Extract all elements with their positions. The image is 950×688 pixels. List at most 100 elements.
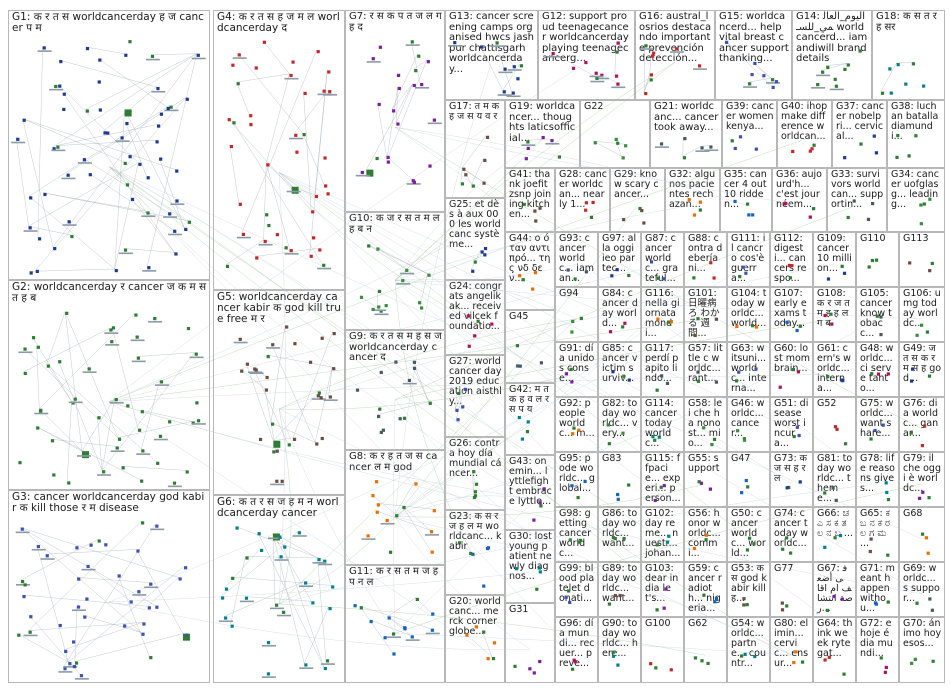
node	[584, 201, 588, 205]
cross-group-edge	[394, 318, 878, 517]
edge	[23, 347, 119, 438]
node	[762, 74, 766, 78]
cross-group-edge	[278, 172, 792, 430]
node	[355, 388, 360, 392]
node	[56, 145, 60, 149]
cross-group-edge	[394, 263, 706, 517]
node	[651, 434, 655, 439]
node	[784, 201, 788, 206]
cross-group-edge	[394, 263, 749, 517]
node	[578, 540, 582, 544]
node	[712, 276, 716, 280]
edge	[17, 633, 69, 663]
edge	[257, 532, 324, 668]
edge	[224, 548, 261, 588]
node	[702, 426, 706, 430]
node	[886, 553, 890, 557]
node	[659, 485, 663, 489]
node	[873, 428, 877, 433]
node	[137, 590, 141, 594]
node	[430, 550, 434, 554]
node	[278, 535, 282, 539]
node	[309, 254, 313, 258]
cross-group-edge	[278, 603, 706, 656]
node-tag	[97, 474, 112, 476]
node	[754, 367, 758, 371]
cross-group-edge	[108, 401, 476, 647]
node-tag	[130, 339, 145, 342]
node-tag	[355, 174, 370, 177]
node	[859, 142, 863, 146]
node	[376, 247, 380, 251]
node	[697, 480, 701, 484]
node	[595, 76, 599, 80]
node	[697, 64, 702, 68]
node	[415, 597, 419, 602]
node	[827, 655, 831, 659]
edge	[223, 581, 305, 617]
edge	[526, 138, 551, 141]
node	[245, 556, 249, 560]
node	[491, 656, 496, 661]
node	[431, 612, 435, 616]
node	[665, 540, 670, 544]
node	[683, 137, 687, 141]
cross-group-edge	[108, 139, 805, 403]
node	[538, 659, 542, 664]
node	[98, 108, 102, 112]
node	[238, 337, 242, 341]
node	[420, 82, 424, 87]
node	[909, 431, 913, 435]
edge	[20, 527, 142, 633]
node	[325, 659, 330, 663]
node	[780, 601, 784, 605]
node	[615, 268, 619, 272]
edge	[237, 53, 303, 134]
node-tag	[105, 344, 120, 346]
edge	[147, 577, 179, 607]
node	[266, 640, 271, 645]
node	[461, 405, 465, 409]
edge	[123, 248, 175, 253]
edge	[700, 145, 710, 147]
node	[495, 41, 499, 45]
node	[236, 82, 240, 86]
node-tag	[58, 671, 73, 673]
node-tag	[154, 384, 169, 386]
node	[378, 407, 382, 411]
node	[904, 82, 908, 86]
cross-group-edge	[108, 166, 620, 540]
cross-group-edge	[278, 172, 620, 320]
node-tag	[40, 558, 55, 560]
edge	[387, 616, 411, 636]
node	[483, 253, 487, 257]
node	[29, 615, 33, 619]
edge	[130, 197, 175, 253]
node	[788, 276, 792, 280]
cross-group-edge	[108, 166, 577, 656]
node-tag	[402, 382, 417, 385]
edge	[85, 53, 197, 110]
edge	[83, 615, 142, 633]
node	[287, 443, 291, 447]
cross-group-edge	[394, 62, 676, 281]
node	[843, 156, 847, 160]
node	[67, 220, 71, 224]
node	[753, 61, 757, 66]
node	[392, 652, 396, 656]
node	[169, 105, 173, 109]
node	[502, 90, 506, 94]
node-tag	[692, 68, 707, 70]
node	[464, 387, 468, 391]
node	[600, 73, 604, 77]
node	[140, 410, 144, 414]
node	[275, 449, 279, 453]
node-tag	[361, 538, 376, 540]
node	[427, 273, 431, 277]
node	[656, 317, 660, 321]
node	[571, 319, 575, 324]
node	[482, 181, 486, 185]
node	[584, 270, 588, 274]
node	[810, 147, 814, 151]
edge	[551, 51, 596, 77]
